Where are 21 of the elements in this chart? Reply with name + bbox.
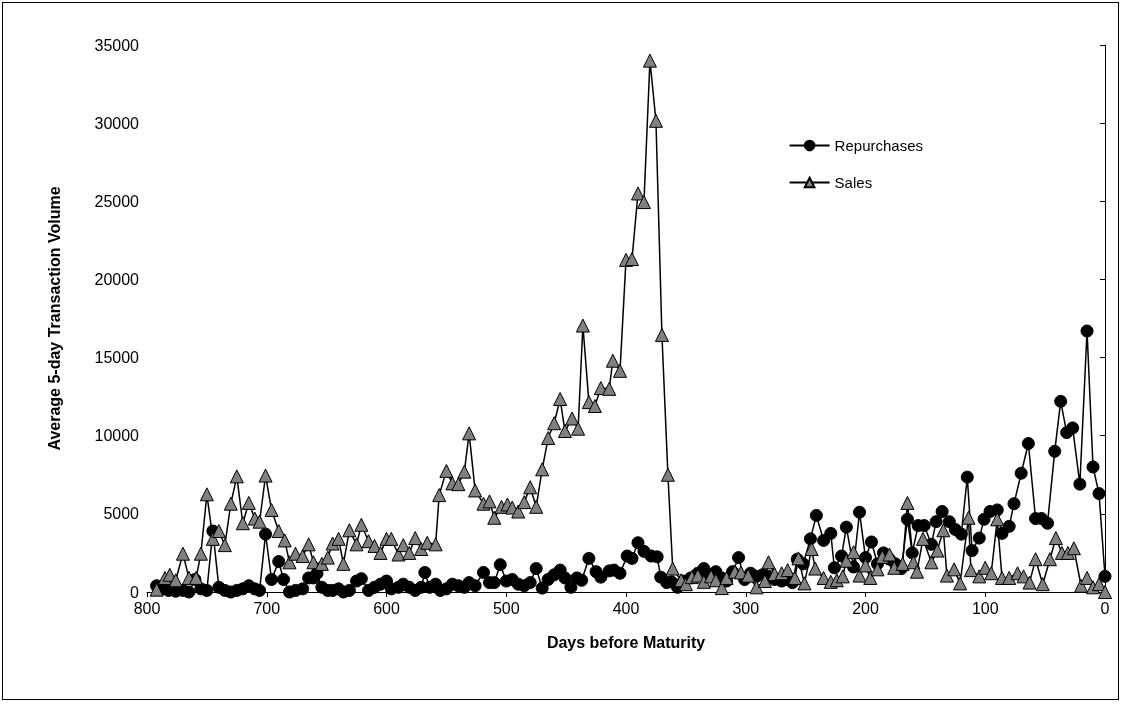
legend-label: Repurchases <box>834 137 924 154</box>
x-tick-label: 400 <box>612 599 640 617</box>
x-tick-label: 0 <box>1100 599 1110 617</box>
x-tick-label: 500 <box>492 599 520 617</box>
x-tick-label: 600 <box>373 599 400 617</box>
legend-label: Sales <box>834 174 873 191</box>
y-tick-label: 5000 <box>103 505 140 523</box>
x-tick-label: 200 <box>852 599 879 617</box>
x-axis-title: Days before Maturity <box>546 633 706 651</box>
x-tick-label: 800 <box>133 599 161 617</box>
x-tick-label: 100 <box>971 599 999 617</box>
x-tick-label: 300 <box>732 599 760 617</box>
y-tick-label: 25000 <box>94 192 140 210</box>
y-axis-title: Average 5-day Transaction Volume <box>45 186 63 451</box>
y-tick-label: 30000 <box>94 114 140 132</box>
y-tick-label: 20000 <box>94 270 140 288</box>
y-tick-label: 15000 <box>94 349 140 367</box>
y-tick-label: 0 <box>130 583 140 601</box>
y-tick-label: 35000 <box>94 36 140 54</box>
y-tick-label: 10000 <box>94 427 140 445</box>
x-tick-label: 700 <box>253 599 281 617</box>
